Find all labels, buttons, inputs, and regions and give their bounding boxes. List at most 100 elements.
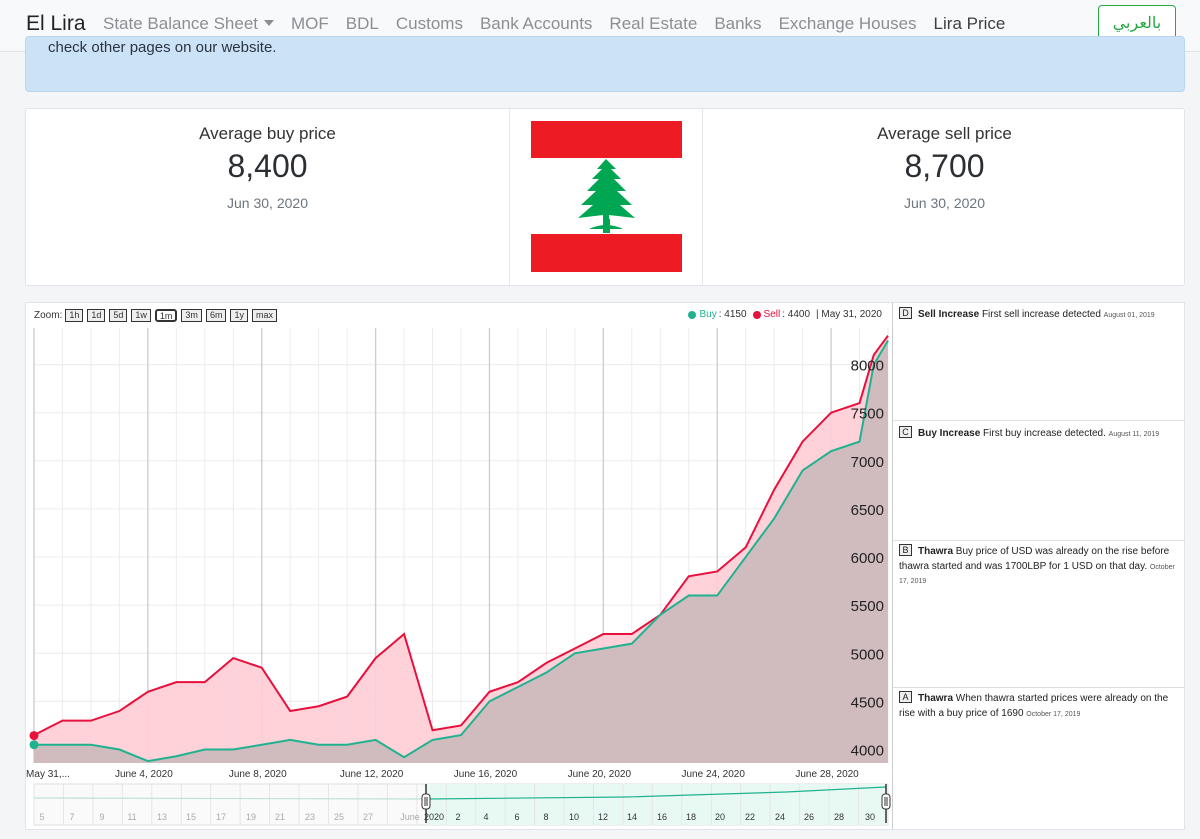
- navigator-label: 6: [514, 812, 519, 822]
- price-chart-panel: 4000 4500 5000 5500 6000 6500 7000 7500 8000 May …: [25, 302, 1185, 830]
- y-tick-label: 8000: [851, 358, 884, 375]
- annotation-b[interactable]: B Thawra Buy price of USD was already on …: [899, 544, 1179, 589]
- annotation-title: Thawra: [918, 693, 954, 704]
- annotation-date: October 17, 2019: [1026, 710, 1081, 718]
- annotation-a[interactable]: A Thawra When thawra started prices were …: [899, 691, 1179, 721]
- navigator-label: 4: [483, 812, 488, 822]
- zoom-1d-button[interactable]: 1d: [87, 309, 106, 322]
- nav-item-real-estate[interactable]: Real Estate: [609, 14, 698, 33]
- buy-price-card: Average buy price 8,400 Jun 30, 2020: [26, 109, 509, 285]
- annotation-divider: [893, 687, 1185, 688]
- annotation-c[interactable]: C Buy Increase First buy increase detecte…: [899, 426, 1179, 442]
- y-tick-label: 5000: [851, 646, 884, 663]
- sell-price-date: Jun 30, 2020: [904, 195, 985, 211]
- x-tick-label: June 16, 2020: [454, 769, 518, 780]
- annotation-text: Buy price of USD was already on the rise…: [899, 546, 1170, 572]
- navigator-label: 10: [569, 812, 579, 822]
- navigator-label: 23: [305, 812, 315, 822]
- navigator-label: 16: [657, 812, 667, 822]
- annotation-date: August 01, 2019: [1103, 312, 1155, 319]
- chevron-down-icon: [264, 20, 275, 26]
- buy-point-marker: [29, 740, 39, 750]
- annotation-title: Thawra: [918, 546, 954, 557]
- navigator-label: 12: [598, 812, 608, 822]
- navigator-label: 22: [745, 812, 755, 822]
- navigator-label: 8: [543, 812, 548, 822]
- navigator-label: 5: [39, 812, 44, 822]
- navigator-label: 2020: [424, 812, 444, 822]
- buy-dot-icon: [688, 310, 697, 319]
- annotation-letter: A: [899, 691, 912, 703]
- sell-price-value: 8,700: [904, 148, 985, 184]
- y-tick-label: 4000: [851, 743, 884, 760]
- nav-item-state-balance-sheet[interactable]: State Balance Sheet: [103, 14, 275, 34]
- annotation-d[interactable]: D Sell Increase First sell increase detec…: [899, 307, 1179, 323]
- y-tick-label: 6500: [851, 502, 884, 519]
- y-tick-label: 5500: [851, 598, 884, 615]
- navigator-label: 18: [686, 812, 696, 822]
- zoom-1w-button[interactable]: 1w: [131, 309, 151, 322]
- zoom-controls: Zoom: 1h 1d 5d 1w 1m 3m 6m 1y max: [34, 309, 281, 322]
- annotation-letter: B: [899, 544, 912, 556]
- buy-price-date: Jun 30, 2020: [227, 195, 308, 211]
- navigator-label: June: [400, 812, 420, 822]
- zoom-1y-button[interactable]: 1y: [230, 309, 248, 322]
- legend-date: | May 31, 2020: [816, 309, 882, 320]
- nav-item-bank-accounts[interactable]: Bank Accounts: [479, 14, 593, 33]
- sell-price-card: Average sell price 8,700 Jun 30, 2020: [703, 109, 1186, 285]
- buy-price-label: Average buy price: [199, 124, 336, 143]
- navigator-label: 7: [69, 812, 74, 822]
- zoom-1h-button[interactable]: 1h: [65, 309, 84, 322]
- sell-point-marker: [29, 731, 39, 741]
- navigator-label: 25: [334, 812, 344, 822]
- buy-area: [34, 340, 888, 763]
- annotation-title: Sell Increase: [918, 309, 980, 320]
- y-tick-label: 6000: [851, 550, 884, 567]
- zoom-5d-button[interactable]: 5d: [109, 309, 128, 322]
- annotation-date: October 17, 2019: [899, 563, 1175, 586]
- annotation-date: August 11, 2019: [1108, 431, 1160, 438]
- navigator-label: 2: [455, 812, 460, 822]
- price-chart[interactable]: 4000 4500 5000 5500 6000 6500 7000 7500 8000 May …: [26, 303, 892, 829]
- annotation-text: When thawra started prices were already …: [899, 693, 1169, 719]
- annotation-letter: D: [899, 307, 912, 319]
- x-tick-label: June 8, 2020: [229, 769, 287, 780]
- navigator-label: 9: [99, 812, 104, 822]
- zoom-3m-button[interactable]: 3m: [181, 309, 202, 322]
- nav-item-bdl[interactable]: BDL: [345, 14, 379, 33]
- price-summary: Average buy price 8,400 Jun 30, 2020 Ave…: [25, 108, 1185, 286]
- chart-legend: Buy : 4150 Sell : 4400 | May 31, 2020: [688, 309, 882, 320]
- navigator-label: 27: [363, 812, 373, 822]
- navigator-line: [425, 786, 887, 800]
- navigator-label: 14: [627, 812, 637, 822]
- x-tick-label: June 24, 2020: [682, 769, 746, 780]
- navigator-line-history: [33, 797, 427, 800]
- navigator-right-handle[interactable]: [881, 793, 891, 810]
- nav-item-exchange-houses[interactable]: Exchange Houses: [778, 14, 917, 33]
- zoom-6m-button[interactable]: 6m: [205, 309, 227, 322]
- nav-item-lira-price[interactable]: Lira Price: [933, 14, 1006, 33]
- annotation-letter: C: [899, 426, 912, 438]
- y-tick-label: 7000: [851, 454, 884, 471]
- annotation-text: First sell increase detected: [981, 309, 1101, 320]
- nav-item-mof[interactable]: MOF: [291, 14, 329, 33]
- legend-buy-value: : 4150: [718, 309, 747, 320]
- nav-item-banks[interactable]: Banks: [714, 14, 762, 33]
- navigator-label: 11: [127, 812, 136, 822]
- navigator-left-handle[interactable]: [421, 793, 431, 810]
- navigator-label: 13: [157, 812, 167, 822]
- annotations-panel: D Sell Increase First sell increase detec…: [892, 303, 1185, 829]
- sell-line: [33, 335, 889, 736]
- navigator-label: 28: [834, 812, 844, 822]
- navigator-label: 20: [715, 812, 725, 822]
- nav-item-customs[interactable]: Customs: [395, 14, 463, 33]
- brand-logo-text[interactable]: El Lira: [26, 12, 86, 35]
- info-alert: check other pages on our website.: [25, 36, 1185, 92]
- alert-text: check other pages on our website.: [48, 39, 277, 56]
- annotation-divider: [893, 540, 1185, 541]
- zoom-max-button[interactable]: max: [251, 309, 277, 322]
- main-nav: State Balance Sheet MOF BDL Customs Bank…: [103, 14, 1022, 34]
- y-tick-label: 4500: [851, 694, 884, 711]
- buy-price-value: 8,400: [227, 148, 308, 184]
- zoom-1m-button[interactable]: 1m: [154, 309, 178, 322]
